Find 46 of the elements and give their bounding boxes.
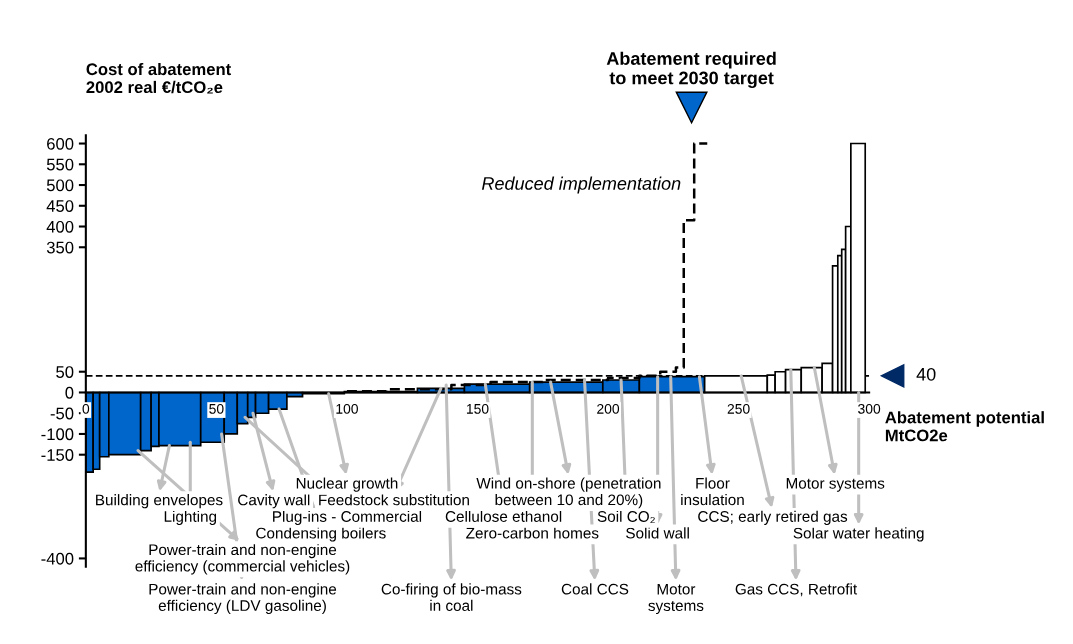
annotation: Building envelopes bbox=[96, 494, 223, 509]
x-tick-label: 50 bbox=[209, 403, 224, 414]
y-tick-label: 400 bbox=[46, 220, 74, 233]
y-tick-label: 350 bbox=[46, 241, 74, 254]
y-tick-label: -400 bbox=[41, 552, 74, 565]
x-tick-label: 100 bbox=[336, 403, 358, 414]
x-tick-label: 0 bbox=[82, 403, 90, 414]
x-tick-label: 200 bbox=[597, 403, 620, 414]
y-axis-title: Cost of abatement 2002 real €/tCO₂e bbox=[86, 62, 232, 94]
annotation: CCS; early retired gas bbox=[698, 510, 848, 525]
y-tick-label: 500 bbox=[46, 179, 74, 192]
x-tick-label: 250 bbox=[727, 403, 750, 414]
y-tick-label: -150 bbox=[41, 449, 74, 461]
annotation: Soil CO₂ bbox=[597, 510, 655, 524]
annotation: Lighting bbox=[164, 510, 217, 525]
y-tick-label: -50 bbox=[50, 407, 74, 420]
ref-line-label: 40 bbox=[916, 367, 936, 381]
annotation: Feedstock substitution bbox=[319, 494, 469, 506]
annotation: Power-train and non-engine efficiency (commercial vehicles) bbox=[135, 543, 350, 575]
y-tick-label: 50 bbox=[56, 366, 74, 378]
y-tick-label: 600 bbox=[47, 137, 74, 150]
annotation: Zero-carbon homes bbox=[466, 527, 599, 539]
x-tick-label: 300 bbox=[858, 403, 881, 414]
y-tick-label: 550 bbox=[46, 158, 74, 171]
annotation: Coal CCS bbox=[561, 583, 629, 595]
annotation: Wind on-shore (penetration between 10 and 20%) bbox=[476, 477, 661, 509]
annotation: Solar water heating bbox=[793, 527, 924, 542]
annotation: Motor systems bbox=[786, 478, 885, 492]
y-tick-label: 450 bbox=[46, 200, 74, 212]
annotation: Floor insulation bbox=[681, 477, 744, 506]
annotation: Power-train and non-engine efficiency (LDV gasoline) bbox=[149, 583, 337, 615]
x-axis-title: Abatement potential MtCO2e bbox=[885, 411, 1044, 442]
annotation: Cellulose ethanol bbox=[445, 510, 562, 522]
x-tick-label: 150 bbox=[466, 403, 489, 414]
annotation: Condensing boilers bbox=[256, 527, 386, 542]
annotation: Nuclear growth bbox=[296, 477, 398, 492]
annotation: Motor systems bbox=[648, 583, 704, 615]
y-tick-label: 0 bbox=[65, 386, 74, 399]
y-tick-label: -100 bbox=[41, 428, 74, 441]
annotation: Gas CCS, Retrofit bbox=[735, 583, 858, 597]
annotation: Solid wall bbox=[626, 527, 689, 539]
annotation: Co-firing of bio-mass in coal bbox=[381, 583, 522, 611]
text: Abatement required to meet 2030 target bbox=[606, 51, 776, 89]
annotation: Plug-ins - Commercial bbox=[273, 510, 422, 525]
annotation: Reduced implementation bbox=[481, 176, 681, 194]
annotation: Cavity wall bbox=[238, 494, 310, 509]
